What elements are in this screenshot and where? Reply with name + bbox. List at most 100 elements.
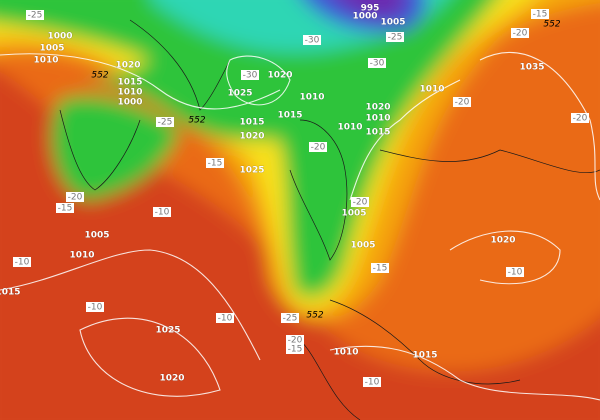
temperature-label-box: [286, 344, 304, 354]
temperature-label: -25: [158, 118, 173, 128]
scandinavia-coast: [289, 119, 348, 261]
temperature-label-box: [281, 313, 299, 323]
isobar-label: 1015: [365, 128, 390, 138]
field-green: [0, 0, 495, 297]
temperature-label: -15: [208, 159, 223, 169]
temperature-label-box: [309, 142, 327, 152]
temperature-label: -10: [365, 378, 380, 388]
temperature-label: -10: [155, 208, 170, 218]
isobar-label: 1025: [227, 89, 252, 99]
isobar-label: 1020: [267, 71, 292, 81]
temperature-label-box: [216, 313, 234, 323]
isobar-label: 1015: [412, 351, 437, 361]
isobar-label: 1010: [365, 114, 390, 124]
temperature-label: -20: [573, 114, 588, 124]
temperature-label: -25: [28, 11, 43, 21]
isobar-label: 1005: [380, 18, 405, 28]
temperature-label: -30: [305, 36, 320, 46]
temperature-label-box: [363, 377, 381, 387]
temperature-label: -20: [353, 198, 368, 208]
temperature-label: -10: [88, 303, 103, 313]
isobar-label: 1010: [117, 88, 142, 98]
temperature-label: -10: [15, 258, 30, 268]
isobar-label: 1010: [299, 93, 324, 103]
temperature-label-box: [153, 207, 171, 217]
isobar-line: [0, 53, 281, 110]
temperature-label: -20: [68, 193, 83, 203]
temperature-label: -15: [58, 204, 73, 214]
isobar-line: [0, 249, 261, 361]
temperature-label-box: [506, 267, 524, 277]
temperature-label-box: [241, 70, 259, 80]
temperature-label-box: [511, 28, 529, 38]
temperature-label: -20: [288, 336, 303, 346]
isobar-label: 1000: [352, 12, 377, 22]
temperature-label: -15: [373, 264, 388, 274]
isobar-line: [226, 55, 291, 106]
temperature-label-box: [26, 10, 44, 20]
temperature-label: -20: [311, 143, 326, 153]
temperature-label-box: [13, 257, 31, 267]
isobar-line: [449, 230, 561, 285]
isobar-line: [329, 345, 600, 401]
isobar-label: 1005: [341, 209, 366, 219]
temperature-label-box: [86, 302, 104, 312]
isobar-label: 1025: [155, 326, 180, 336]
europe-coast: [299, 149, 600, 420]
temperature-label: -10: [218, 314, 233, 324]
isobar-label: 1015: [0, 288, 21, 298]
temperature-label: -30: [370, 59, 385, 69]
isobar-label: 1000: [117, 98, 142, 108]
temperature-label: -15: [533, 10, 548, 20]
temperature-label-box: [531, 9, 549, 19]
temperature-label: -20: [513, 29, 528, 39]
temperature-label: -15: [288, 345, 303, 355]
temperature-label-box: [156, 117, 174, 127]
isobar-label: 1010: [337, 123, 362, 133]
isobar-label: 1015: [117, 78, 142, 88]
temperature-label: -20: [455, 98, 470, 108]
coastlines: [59, 19, 600, 420]
isobars: [0, 51, 600, 401]
isobar-line: [79, 317, 221, 397]
isobar-label: 1020: [365, 103, 390, 113]
height-label: 552: [543, 20, 560, 30]
isobar-label: 1010: [333, 348, 358, 358]
isobar-label: 1020: [159, 374, 184, 384]
isobar-label: 1010: [419, 85, 444, 95]
isobar-line: [349, 79, 461, 201]
temperature-label-box: [286, 335, 304, 345]
temperature-label-box: [453, 97, 471, 107]
temperature-label-box: [66, 192, 84, 202]
isobar-label: 1005: [350, 241, 375, 251]
isobar-label: 1005: [84, 231, 109, 241]
isobar-label: 1035: [519, 63, 544, 73]
field-violet: [337, 0, 406, 19]
temperature-label-box: [206, 158, 224, 168]
temperature-label-box: [371, 263, 389, 273]
temperature-label: -30: [243, 71, 258, 81]
temperature-label: -25: [283, 314, 298, 324]
greenland-coast: [59, 19, 231, 191]
isobar-label: 1000: [47, 32, 72, 42]
isobar-label: 995: [361, 4, 380, 14]
isobar-label: 1020: [115, 61, 140, 71]
isobar-label: 1025: [239, 166, 264, 176]
height-label: 552: [306, 311, 323, 321]
temperature-label-box: [368, 58, 386, 68]
temperature-label: -10: [508, 268, 523, 278]
temperature-label-box: [386, 32, 404, 42]
isobar-label: 1020: [239, 132, 264, 142]
temperature-label-box: [303, 35, 321, 45]
isobar-label: 1010: [69, 251, 94, 261]
isobar-label: 1010: [33, 56, 58, 66]
isobar-label: 1020: [490, 236, 515, 246]
height-label: 552: [91, 71, 108, 81]
temperature-label: -25: [388, 33, 403, 43]
height-label: 552: [188, 116, 205, 126]
temperature-label-box: [56, 203, 74, 213]
